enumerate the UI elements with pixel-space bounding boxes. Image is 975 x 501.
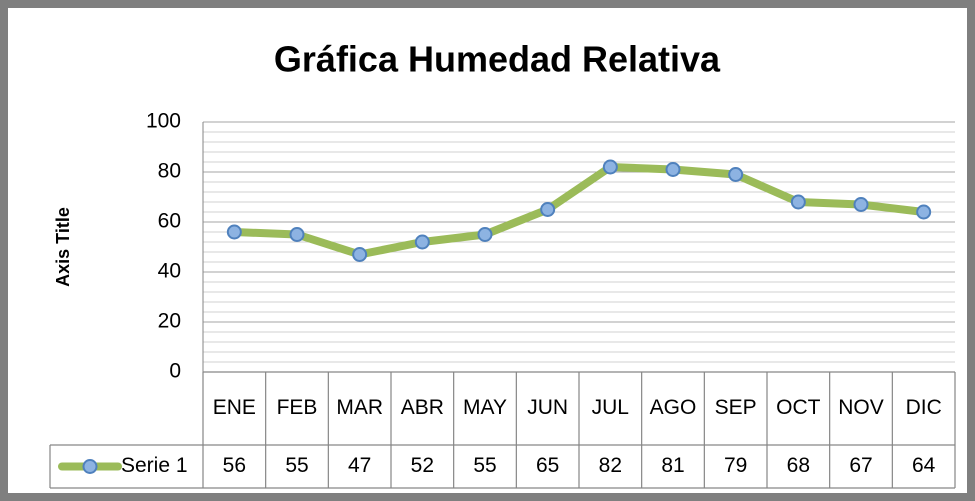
table-value: 56: [223, 454, 246, 477]
point: [916, 204, 932, 220]
table-value: 55: [473, 454, 496, 477]
x-tick-label: JUL: [592, 396, 629, 419]
x-tick-label: DIC: [906, 396, 942, 419]
series-line: [230, 163, 928, 259]
point: [352, 247, 368, 262]
y-tick-label: 100: [146, 110, 181, 133]
y-tick-label: 0: [169, 360, 181, 383]
table-value: 64: [912, 454, 936, 477]
point: [477, 227, 493, 242]
y-tick-label: 20: [158, 310, 181, 333]
y-tick-label: 40: [158, 260, 181, 283]
x-tick-label: AGO: [650, 396, 697, 419]
point: [728, 167, 744, 182]
x-tick-label: MAR: [336, 396, 383, 419]
x-tick-label: MAY: [463, 396, 507, 419]
x-tick-label: NOV: [838, 396, 884, 419]
table-value: 81: [661, 454, 684, 477]
table-value: 68: [787, 454, 810, 477]
table-value: 65: [536, 454, 559, 477]
point: [665, 162, 681, 177]
table-value: 55: [285, 454, 308, 477]
point: [289, 227, 305, 242]
table-value: 79: [724, 454, 747, 477]
point: [414, 234, 430, 250]
x-tick-label: SEP: [715, 396, 757, 419]
legend-marker: [82, 459, 98, 474]
x-tick-label: JUN: [527, 396, 568, 419]
x-tick-label: FEB: [277, 396, 318, 419]
x-tick-label: ABR: [401, 396, 444, 419]
table-value: 52: [411, 454, 434, 477]
point: [790, 194, 806, 210]
y-tick-label: 60: [158, 210, 181, 233]
table-value: 82: [599, 454, 622, 477]
table-value: 47: [348, 454, 371, 477]
y-tick-label: 80: [158, 160, 181, 183]
point: [226, 224, 242, 240]
x-tick-label: OCT: [776, 396, 821, 419]
chart-title: Gráfica Humedad Relativa: [274, 39, 721, 80]
x-tick-label: ENE: [213, 396, 256, 419]
y-axis-title: Axis Title: [53, 207, 73, 287]
point: [602, 159, 618, 175]
point: [540, 202, 556, 217]
legend-label: Serie 1: [121, 454, 188, 477]
table-value: 67: [849, 454, 872, 477]
point: [853, 197, 869, 212]
